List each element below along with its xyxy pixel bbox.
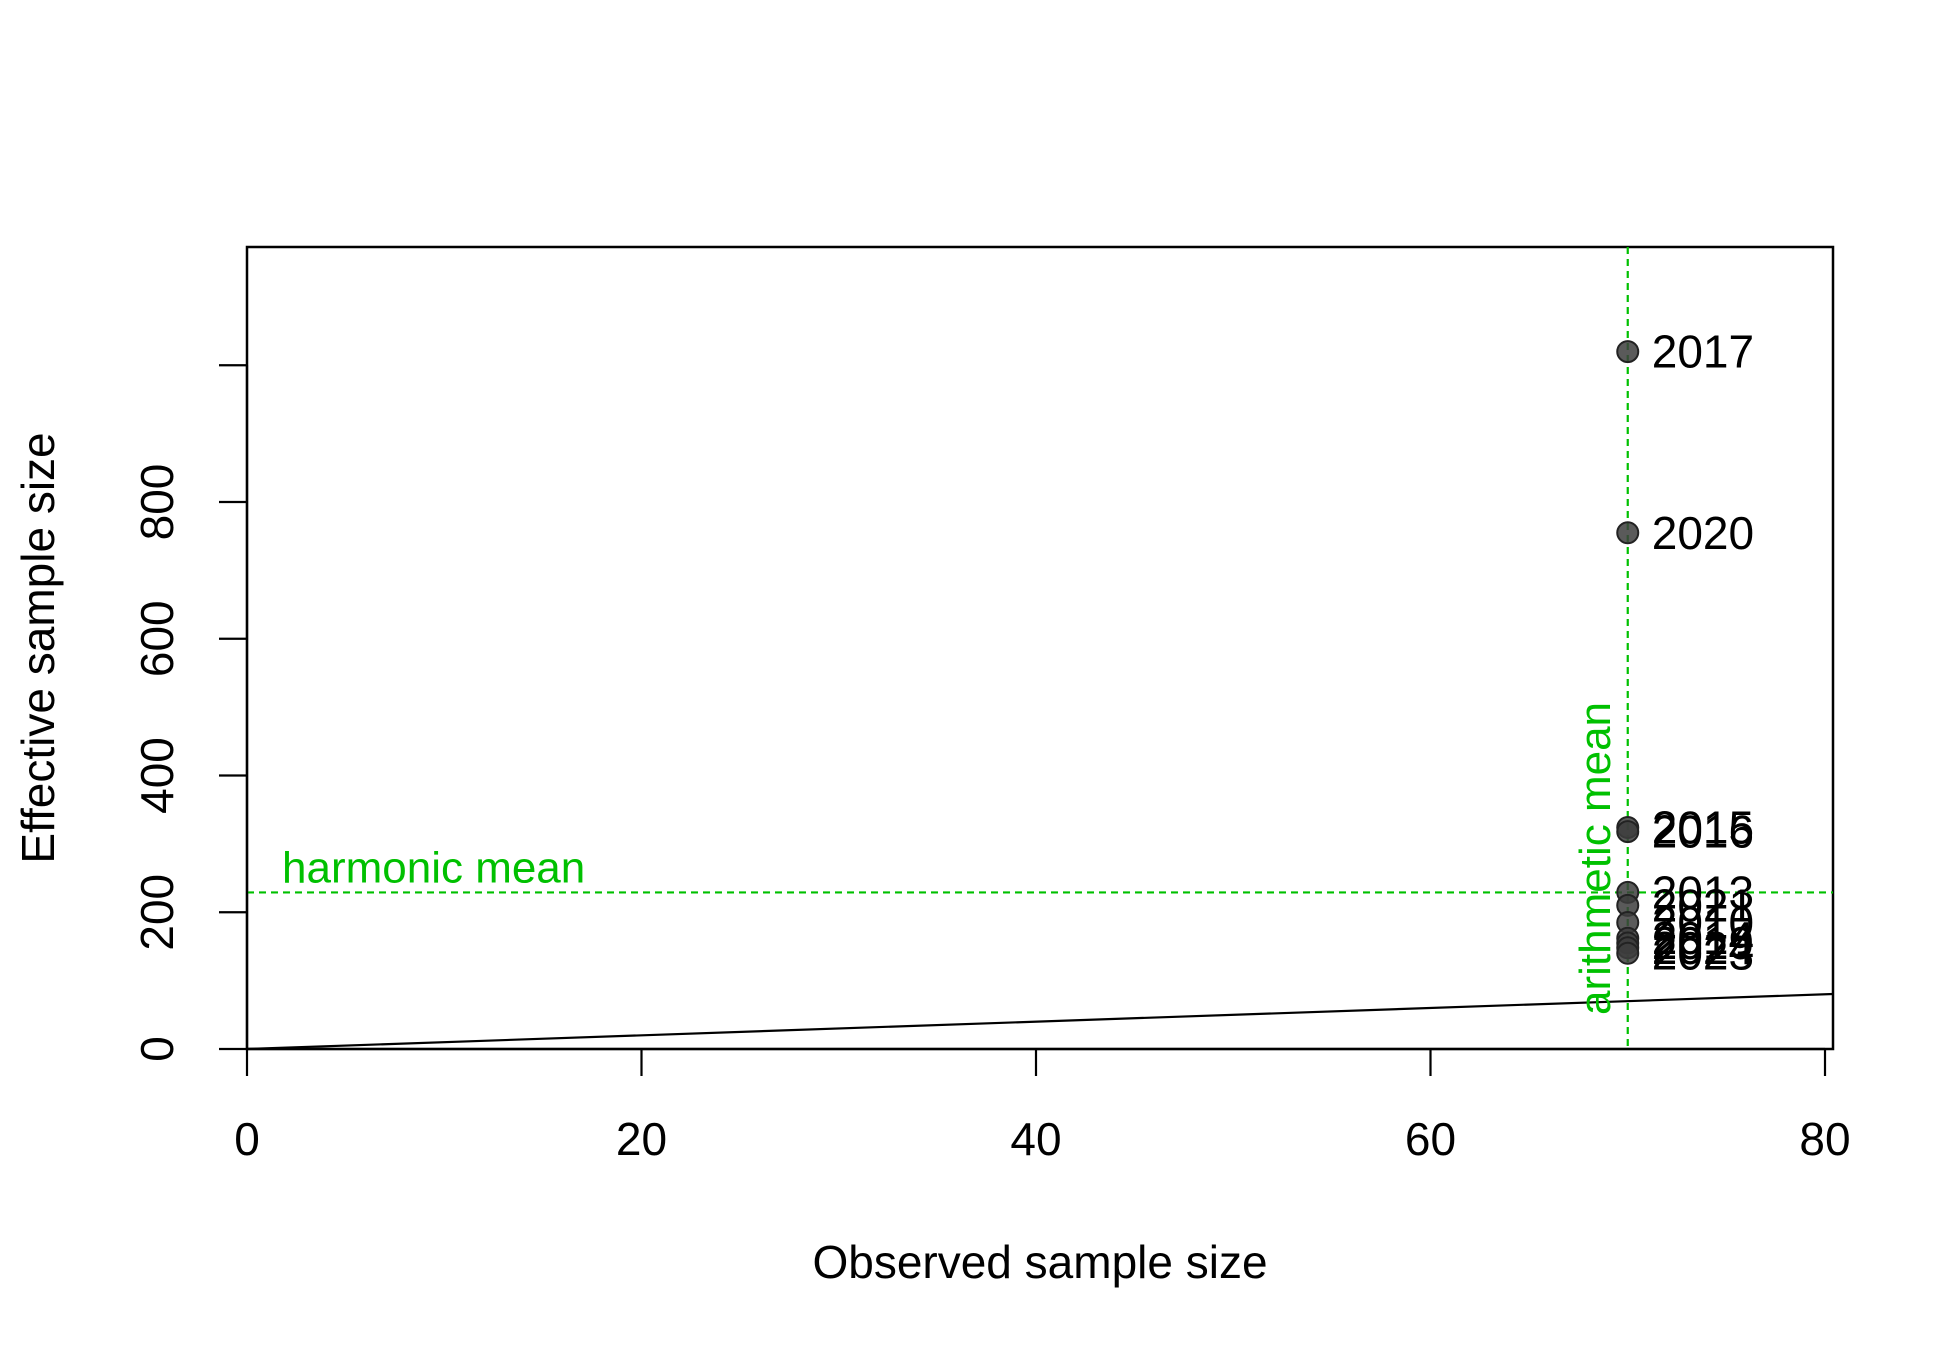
identity-line [246, 992, 1834, 1051]
data-point [1616, 820, 1640, 844]
data-point [1616, 340, 1640, 364]
point-label: 2013 [1652, 866, 1754, 918]
y-tick-label: 200 [131, 874, 183, 951]
point-label: 2017 [1652, 326, 1754, 378]
x-tick-label: 60 [1405, 1113, 1456, 1165]
point-label: 2023 [1652, 927, 1754, 979]
point-label: 2014 [1652, 912, 1754, 964]
y-tick-label: 400 [131, 737, 183, 814]
arithmetic-mean-label: arithmetic mean [1571, 702, 1620, 1015]
identity-line-layer [246, 992, 1834, 1051]
point-label: 2024 [1652, 922, 1754, 974]
y-tick-label: 600 [131, 600, 183, 677]
y-tick-label: 800 [131, 464, 183, 541]
mean-lines-layer: harmonic mean arithmetic mean [247, 247, 1833, 1049]
point-label: 2015 [1652, 801, 1754, 853]
x-tick-label: 20 [616, 1113, 667, 1165]
point-label: 2021 [1652, 879, 1754, 931]
point-label: 2019 [1652, 917, 1754, 969]
harmonic-mean-label: harmonic mean [282, 843, 585, 892]
x-axis-title: Observed sample size [812, 1236, 1267, 1288]
y-axis: 0 200 400 600 800 [131, 364, 249, 1062]
point-label: 2010 [1652, 897, 1754, 949]
x-tick-label: 0 [234, 1113, 260, 1165]
data-point [1616, 521, 1640, 545]
x-axis: 0 20 40 60 80 [234, 1047, 1851, 1165]
x-tick-label: 80 [1799, 1113, 1850, 1165]
x-tick-label: 40 [1010, 1113, 1061, 1165]
point-label: 2016 [1652, 806, 1754, 858]
points-layer [1616, 340, 1640, 965]
data-point [1616, 941, 1640, 965]
y-tick-label: 0 [131, 1036, 183, 1062]
point-label: 2020 [1652, 507, 1754, 559]
y-axis-title: Effective sample size [12, 432, 64, 863]
